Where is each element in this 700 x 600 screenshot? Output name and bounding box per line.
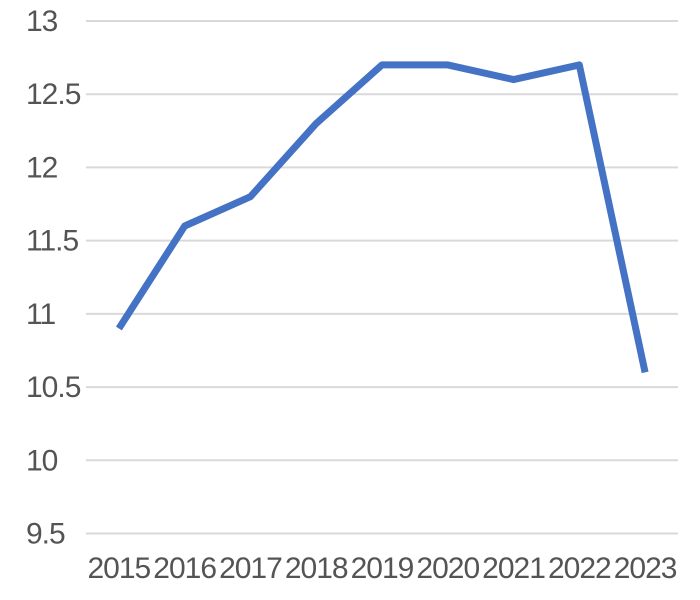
y-axis-tick-label: 12.5 [26,78,81,111]
x-axis-tick-label: 2023 [614,552,677,585]
x-axis-tick-label: 2020 [416,552,479,585]
x-axis-tick-label: 2017 [219,552,282,585]
data-series-line [115,61,649,374]
x-axis-tick-label: 2021 [482,552,545,585]
y-axis-tick-label: 9.5 [26,518,65,551]
x-axis-tick-label: 2016 [153,552,216,585]
x-axis-tick-label: 2019 [351,552,414,585]
x-axis-tick-label: 2015 [88,552,151,585]
y-axis-tick-label: 10 [26,444,58,477]
y-axis-tick-label: 10.5 [26,371,81,404]
y-axis-tick-label: 11.5 [26,225,78,258]
y-axis-tick-label: 13 [26,5,58,38]
x-axis-tick-label: 2018 [285,552,348,585]
x-axis-tick-label: 2022 [548,552,611,585]
y-axis-tick-label: 11 [26,298,55,331]
y-axis-tick-label: 12 [26,151,58,184]
